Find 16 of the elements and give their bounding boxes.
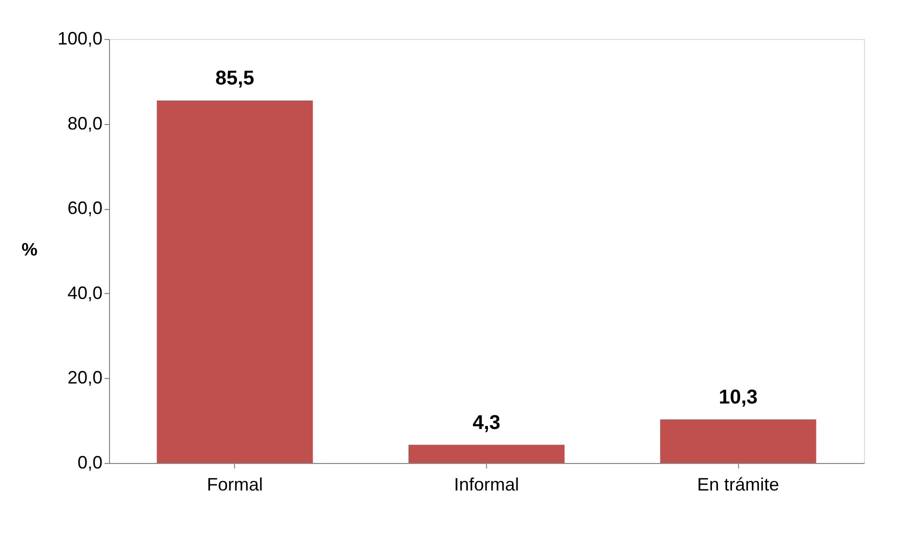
bar (156, 100, 313, 463)
y-tick-label: 40,0 (67, 282, 102, 303)
y-tick-label: 0,0 (77, 452, 102, 472)
x-tick-label: Informal (454, 474, 520, 494)
y-tick-label: 80,0 (67, 113, 102, 134)
y-tick-label: 100,0 (57, 28, 102, 48)
y-tick-label: 20,0 (67, 368, 102, 388)
data-label: 10,3 (718, 386, 758, 408)
bar (408, 444, 565, 463)
y-tick-label: 60,0 (67, 198, 102, 218)
x-tick-label: En trámite (697, 474, 780, 494)
y-axis-title: % (21, 240, 38, 260)
bar (660, 419, 816, 463)
data-label: 85,5 (215, 67, 254, 90)
data-label: 4,3 (472, 412, 500, 434)
x-tick-label: Formal (206, 474, 263, 494)
